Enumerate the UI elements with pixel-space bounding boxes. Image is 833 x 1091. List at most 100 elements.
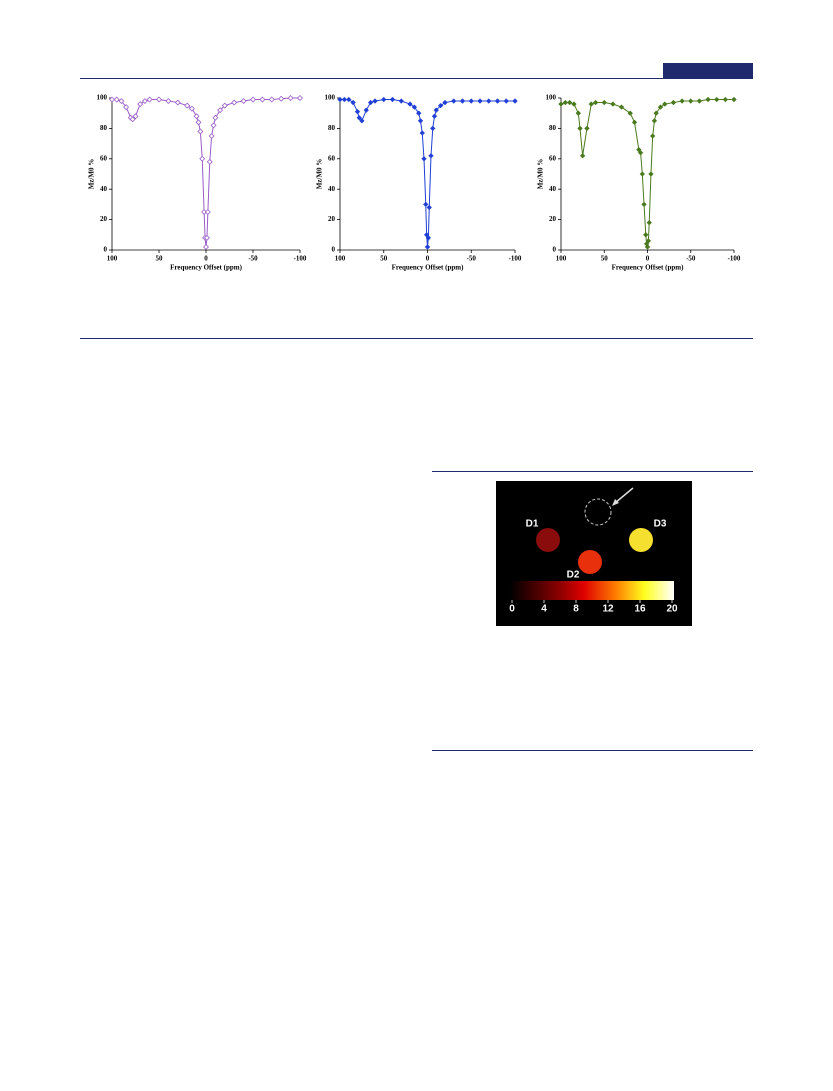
- data-point: [503, 98, 510, 104]
- data-point: [566, 99, 573, 106]
- data-point: [367, 99, 374, 106]
- data-point: [601, 99, 608, 106]
- data-point: [485, 98, 492, 104]
- colorbar-tick-label: 4: [541, 604, 547, 615]
- data-point: [433, 107, 440, 113]
- data-point: [562, 99, 569, 106]
- data-point: [203, 243, 209, 250]
- sample-label: D2: [567, 570, 580, 581]
- colorbar-tick-label: 0: [509, 604, 515, 615]
- header-tab: [663, 63, 753, 78]
- colorbar-tick-label: 12: [602, 604, 614, 615]
- data-point: [421, 156, 427, 162]
- y-tick-label: 40: [549, 185, 557, 193]
- y-tick-label: 60: [549, 154, 557, 162]
- x-tick-label: -100: [509, 255, 522, 263]
- data-point: [419, 130, 426, 136]
- sample-label: D1: [526, 519, 539, 530]
- data-point: [217, 107, 224, 114]
- data-point: [494, 98, 501, 104]
- y-tick-label: 80: [328, 124, 336, 132]
- data-point: [240, 98, 247, 105]
- y-axis-label: Mz/M0 %: [316, 159, 324, 190]
- y-tick-label: 60: [328, 154, 336, 162]
- x-tick-label: 0: [646, 255, 650, 263]
- x-tick-label: 50: [380, 255, 388, 263]
- data-point: [341, 96, 348, 103]
- colorbar-tick-label: 8: [573, 604, 579, 615]
- y-axis-label: Mz/M0 %: [88, 159, 96, 190]
- data-point: [278, 95, 285, 102]
- data-point: [468, 98, 475, 104]
- data-point: [337, 96, 343, 103]
- data-point: [662, 101, 668, 107]
- data-point: [431, 113, 438, 119]
- data-point: [579, 153, 586, 159]
- data-point: [407, 101, 413, 107]
- x-tick-label: 100: [556, 255, 567, 263]
- arrow: [614, 487, 634, 504]
- sample-d3: [629, 528, 653, 552]
- data-point: [206, 158, 213, 165]
- data-point: [459, 98, 466, 104]
- data-point: [477, 98, 483, 104]
- x-tick-label: -100: [728, 255, 741, 263]
- y-tick-label: 60: [100, 154, 108, 162]
- data-point: [212, 114, 219, 121]
- data-point: [356, 115, 363, 121]
- line-chart: 0 20 40 60 80 100 100 50 0 -50 -100 Frequency Offse…: [316, 94, 522, 272]
- data-point: [380, 96, 387, 103]
- data-point: [687, 98, 694, 104]
- data-point: [422, 201, 429, 208]
- data-point: [558, 101, 564, 107]
- data-point: [637, 149, 644, 156]
- mri-figure: D1 D2 D3 0 4 8 12 16 20: [496, 481, 692, 626]
- y-tick-label: 20: [549, 215, 557, 223]
- y-tick-label: 40: [328, 185, 336, 193]
- data-point: [450, 98, 457, 104]
- data-point: [512, 98, 518, 104]
- data-point: [137, 101, 144, 108]
- data-point: [199, 155, 206, 162]
- data-point: [571, 101, 577, 107]
- data-point: [424, 244, 431, 250]
- x-tick-label: 100: [335, 255, 346, 263]
- data-point: [268, 96, 275, 103]
- data-point: [345, 96, 352, 103]
- sample-label: D3: [654, 519, 667, 530]
- data-point: [648, 171, 654, 177]
- data-point: [417, 118, 424, 124]
- data-point: [174, 99, 181, 106]
- y-axis-label: Mz/M0 %: [537, 159, 545, 190]
- colorbar: [510, 581, 674, 600]
- data-point: [411, 104, 418, 110]
- y-tick-label: 0: [553, 246, 557, 254]
- data-point: [195, 119, 202, 126]
- x-axis-label: Frequency Offset (ppm): [170, 264, 242, 272]
- data-point: [204, 209, 211, 215]
- x-tick-label: -50: [248, 255, 258, 263]
- data-point: [645, 238, 652, 244]
- colorbar-tick-label: 16: [634, 604, 646, 615]
- y-tick-label: 20: [328, 215, 336, 223]
- y-tick-label: 100: [97, 94, 108, 102]
- data-point: [618, 104, 625, 110]
- data-point: [203, 234, 210, 241]
- x-axis-label: Frequency Offset (ppm): [392, 264, 464, 272]
- data-point: [389, 96, 396, 103]
- data-point: [428, 153, 434, 159]
- data-point: [592, 99, 599, 106]
- data-point: [132, 113, 139, 120]
- x-tick-label: -100: [294, 255, 307, 263]
- data-point: [109, 96, 115, 103]
- data-point: [643, 232, 649, 238]
- data-point: [442, 99, 448, 106]
- data-point: [363, 107, 370, 113]
- data-point: [575, 110, 582, 116]
- data-point: [210, 122, 217, 129]
- data-point: [429, 125, 436, 132]
- data-point: [141, 98, 148, 105]
- data-point: [123, 104, 130, 111]
- data-point: [610, 101, 616, 107]
